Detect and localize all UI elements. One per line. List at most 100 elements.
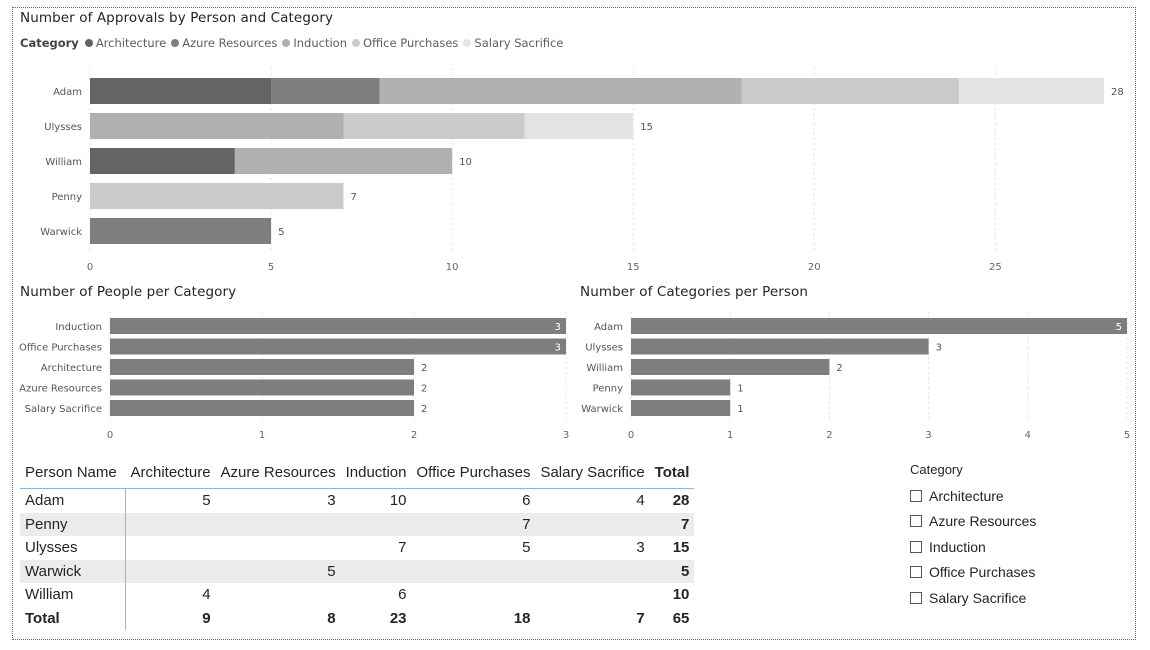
bar[interactable]	[110, 318, 566, 334]
cell-salary-sacrifice	[535, 512, 650, 536]
y-tick-label: Architecture	[41, 363, 102, 374]
y-tick-label: Penny	[52, 192, 83, 203]
row-person-name: William	[20, 583, 126, 607]
slicer-option-azure-resources[interactable]: Azure Resources	[910, 509, 1036, 535]
bar[interactable]	[631, 359, 830, 375]
slicer-option-salary-sacrifice[interactable]: Salary Sacrifice	[910, 585, 1036, 611]
legend-dot	[171, 39, 180, 47]
x-tick-label: 3	[563, 430, 569, 441]
approvals-stacked-bar-chart[interactable]: 0 5 10 15 20 25 Adam 28 Ulysses 15 William 10 Penny 7…	[0, 0, 1150, 290]
legend-label: Azure Resources	[182, 36, 278, 50]
data-label: 10	[459, 157, 472, 168]
bar[interactable]	[631, 400, 731, 416]
x-tick-label: 2	[826, 430, 832, 441]
checkbox[interactable]	[910, 515, 922, 528]
x-tick-label: 1	[727, 430, 733, 441]
category-legend[interactable]: Category Architecture Azure Resources In…	[20, 36, 568, 50]
legend-item-salary-sacrifice[interactable]: Salary Sacrifice	[463, 36, 563, 50]
y-tick-label: William	[45, 157, 82, 168]
slicer-option-architecture[interactable]: Architecture	[910, 483, 1036, 509]
legend-item-office-purchases[interactable]: Office Purchases	[351, 36, 459, 50]
bar-segment-induction[interactable]	[90, 113, 344, 139]
slicer-option-label: Azure Resources	[929, 513, 1037, 530]
legend-label: Induction	[293, 36, 347, 50]
bar-segment-office-purchases[interactable]	[741, 78, 960, 104]
legend-label: Office Purchases	[362, 36, 459, 50]
y-tick-label: Azure Resources	[19, 384, 102, 395]
data-label: 2	[421, 363, 427, 374]
bar[interactable]	[631, 338, 929, 355]
total-induction: 23	[389, 609, 407, 627]
bar-segment-induction[interactable]	[234, 148, 453, 174]
approvals-matrix[interactable]: Person Name Architecture Azure Resources…	[20, 456, 695, 630]
header-architecture[interactable]: Architecture	[125, 456, 216, 489]
bar[interactable]	[631, 318, 1127, 334]
x-tick-label: 0	[628, 430, 634, 441]
checkbox[interactable]	[910, 566, 922, 579]
bar-segment-azure-resources[interactable]	[271, 78, 380, 104]
checkbox[interactable]	[910, 591, 922, 604]
cell-salary-sacrifice: 4	[636, 492, 645, 510]
cell-induction	[340, 559, 412, 583]
x-tick-label: 5	[1124, 430, 1130, 441]
x-tick-label: 10	[446, 262, 459, 273]
bar[interactable]	[110, 400, 414, 416]
row-person-name: Warwick	[20, 559, 126, 583]
bar-segment-salary-sacrifice[interactable]	[959, 78, 1104, 104]
header-induction[interactable]: Induction	[340, 456, 412, 489]
legend-label: Architecture	[95, 36, 167, 50]
cell-architecture	[125, 512, 216, 536]
x-tick-label: 25	[989, 262, 1002, 273]
cell-azure-resources: 5	[215, 559, 341, 583]
cell-total: 28	[672, 492, 690, 510]
slicer-option-induction[interactable]: Induction	[910, 534, 1036, 560]
bar-segment-architecture[interactable]	[90, 148, 235, 174]
legend-dot	[463, 39, 472, 47]
cell-office-purchases	[412, 583, 536, 607]
header-azure-resources[interactable]: Azure Resources	[215, 456, 341, 489]
data-label: 3	[555, 343, 561, 354]
x-tick-label: 2	[411, 430, 417, 441]
legend-item-architecture[interactable]: Architecture	[84, 36, 167, 50]
slicer-option-office-purchases[interactable]: Office Purchases	[910, 560, 1036, 586]
bar-segment-office-purchases[interactable]	[343, 113, 525, 139]
bar-segment-salary-sacrifice[interactable]	[524, 113, 634, 139]
bar-segment-office-purchases[interactable]	[90, 183, 344, 209]
legend-item-azure-resources[interactable]: Azure Resources	[171, 36, 277, 50]
checkbox[interactable]	[910, 489, 922, 502]
cell-azure-resources	[215, 512, 341, 536]
cell-total: 10	[672, 586, 690, 604]
bar-segment-architecture[interactable]	[90, 78, 272, 104]
bar[interactable]	[110, 338, 566, 355]
row-person-name: Adam	[20, 488, 126, 513]
category-slicer: Category Architecture Azure Resources In…	[910, 462, 1036, 611]
slicer-option-label: Office Purchases	[929, 564, 1036, 581]
total-salary-sacrifice: 7	[636, 609, 645, 627]
cell-salary-sacrifice	[535, 559, 650, 583]
bar-segment-azure-resources[interactable]	[90, 218, 272, 244]
categories-per-person-chart[interactable]: 0 1 2 3 4 5 Adam 5 Ulysses 3 William 2 Penny 1 Warwick…	[575, 300, 1145, 450]
data-label: 5	[1116, 322, 1122, 333]
header-person-name[interactable]: Person Name	[20, 456, 126, 489]
x-tick-label: 0	[87, 262, 93, 273]
cell-total: 7	[649, 512, 695, 536]
header-office-purchases[interactable]: Office Purchases	[411, 456, 536, 489]
legend-dot	[351, 39, 360, 47]
matrix-header-row: Person Name Architecture Azure Resources…	[20, 456, 695, 489]
table-row: William 4 6 10	[20, 583, 694, 607]
bar[interactable]	[110, 359, 414, 375]
legend-item-induction[interactable]: Induction	[282, 36, 347, 50]
table-total-row: Total 9 8 23 18 7 65	[20, 606, 694, 630]
header-total[interactable]: Total	[649, 456, 695, 489]
y-tick-label: Penny	[593, 384, 624, 395]
bar-segment-induction[interactable]	[379, 78, 742, 104]
y-tick-label: Ulysses	[585, 343, 623, 354]
people-per-category-chart[interactable]: 0 1 2 3 Induction 3 Office Purchases 3 Architect…	[0, 300, 575, 450]
y-tick-label: Salary Sacrifice	[25, 404, 102, 415]
bar[interactable]	[110, 379, 414, 396]
checkbox[interactable]	[910, 540, 922, 553]
total-azure-resources: 8	[327, 609, 336, 627]
row-person-name: Ulysses	[20, 536, 126, 560]
bar[interactable]	[631, 379, 731, 396]
header-salary-sacrifice[interactable]: Salary Sacrifice	[535, 456, 650, 489]
